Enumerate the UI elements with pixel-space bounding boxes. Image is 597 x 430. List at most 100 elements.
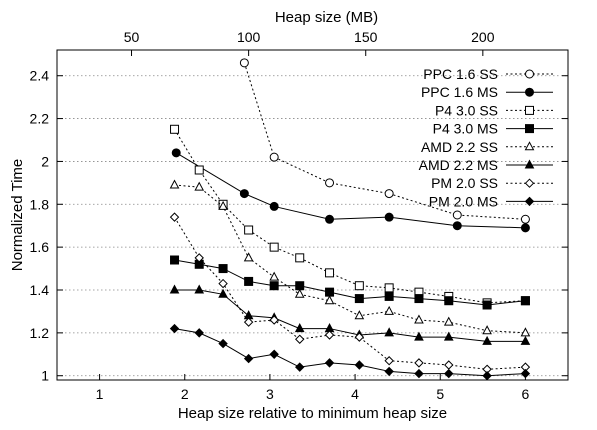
data-point (243, 353, 254, 364)
legend-item: PPC 1.6 SS (423, 66, 553, 82)
data-point (295, 253, 305, 263)
series-p4-3-0-ms (170, 255, 530, 310)
data-point (269, 242, 279, 252)
y-tick-label: 1.4 (30, 282, 50, 298)
data-point (243, 252, 254, 262)
legend-label: P4 3.0 SS (435, 102, 498, 118)
data-point (354, 310, 365, 320)
y-tick-label: 2.2 (30, 111, 50, 127)
series-ppc-1-6-ss (239, 58, 530, 224)
data-point (443, 331, 454, 341)
data-point (269, 315, 279, 325)
legend-label: PM 2.0 MS (429, 193, 498, 209)
data-point (269, 281, 279, 291)
top-x-tick-label: 200 (471, 29, 495, 45)
data-point (218, 288, 228, 298)
data-point (525, 105, 534, 115)
data-point (269, 271, 280, 281)
legend-item: P4 3.0 MS (433, 121, 553, 137)
legend-label: PM 2.0 SS (431, 175, 498, 191)
data-point (384, 291, 394, 301)
data-point (482, 300, 492, 310)
data-point (525, 69, 534, 79)
data-point (169, 179, 180, 189)
data-point (524, 141, 535, 151)
data-point (194, 253, 204, 263)
legend-label: AMD 2.2 SS (421, 139, 498, 155)
x-tick-label: 2 (181, 386, 189, 402)
plot-frame (56, 49, 569, 381)
y-axis-title: Normalized Time (9, 159, 26, 272)
data-point (452, 221, 462, 231)
y-tick-label: 1.2 (30, 325, 50, 341)
series-amd-2-2-ms (169, 284, 531, 345)
data-point (325, 268, 335, 278)
x-tick-label: 5 (436, 386, 444, 402)
data-point (269, 349, 279, 359)
top-x-tick-label: 150 (354, 29, 378, 45)
data-point (452, 210, 462, 220)
data-point (482, 335, 492, 345)
data-point (520, 335, 531, 345)
series-line (243, 62, 526, 220)
data-point (218, 278, 228, 289)
data-point (324, 295, 335, 305)
legend-label: PPC 1.6 MS (421, 84, 498, 100)
y-tick-label: 1 (41, 368, 49, 384)
legend: PPC 1.6 SS PPC 1.6 MS P4 3.0 SS P4 3.0 MS AM… (419, 66, 553, 209)
data-point (384, 212, 394, 222)
x-tick-label: 4 (351, 386, 359, 402)
data-point (444, 296, 454, 306)
data-point (324, 330, 335, 340)
data-point (244, 225, 254, 235)
data-point (325, 178, 335, 188)
x-tick-label: 3 (266, 386, 274, 402)
series-pm-2-0-ms (169, 323, 531, 381)
data-point (524, 196, 535, 207)
data-point (325, 214, 335, 224)
legend-item: PM 2.0 SS (431, 175, 553, 191)
data-point (414, 368, 424, 379)
data-point (443, 316, 454, 326)
legend-item: P4 3.0 SS (435, 102, 553, 118)
top-x-tick-label: 100 (237, 29, 261, 45)
data-point (384, 305, 394, 315)
data-point (194, 284, 205, 294)
data-point (384, 356, 394, 366)
data-point (218, 200, 228, 210)
data-point (414, 294, 424, 304)
data-point (354, 294, 364, 304)
data-point (524, 178, 535, 188)
x-tick-label: 6 (522, 386, 530, 402)
data-point (354, 281, 364, 291)
data-point (525, 87, 534, 97)
data-point (269, 152, 279, 162)
data-point (269, 201, 279, 211)
data-point (194, 181, 205, 191)
grid-lines (57, 75, 568, 377)
data-point (194, 328, 204, 338)
data-point (414, 358, 424, 368)
data-point (520, 327, 531, 337)
data-point (243, 317, 254, 327)
data-point (171, 148, 181, 158)
y-tick-label: 2.4 (30, 68, 50, 84)
series-amd-2-2-ss (169, 179, 531, 337)
data-point (239, 58, 249, 68)
top-x-tick-label: 50 (124, 29, 140, 45)
data-point (294, 288, 305, 298)
data-point (384, 327, 394, 337)
y-tick-label: 1.6 (30, 239, 50, 255)
legend-item: PM 2.0 MS (429, 193, 553, 209)
series-pm-2-0-ss (169, 212, 531, 374)
data-point (325, 287, 335, 297)
data-point (169, 284, 180, 294)
legend-label: P4 3.0 MS (433, 121, 498, 137)
data-point (520, 296, 530, 306)
data-point (524, 159, 535, 169)
data-point (520, 223, 530, 233)
data-point (384, 189, 394, 199)
y-tick-label: 1.8 (30, 196, 50, 212)
